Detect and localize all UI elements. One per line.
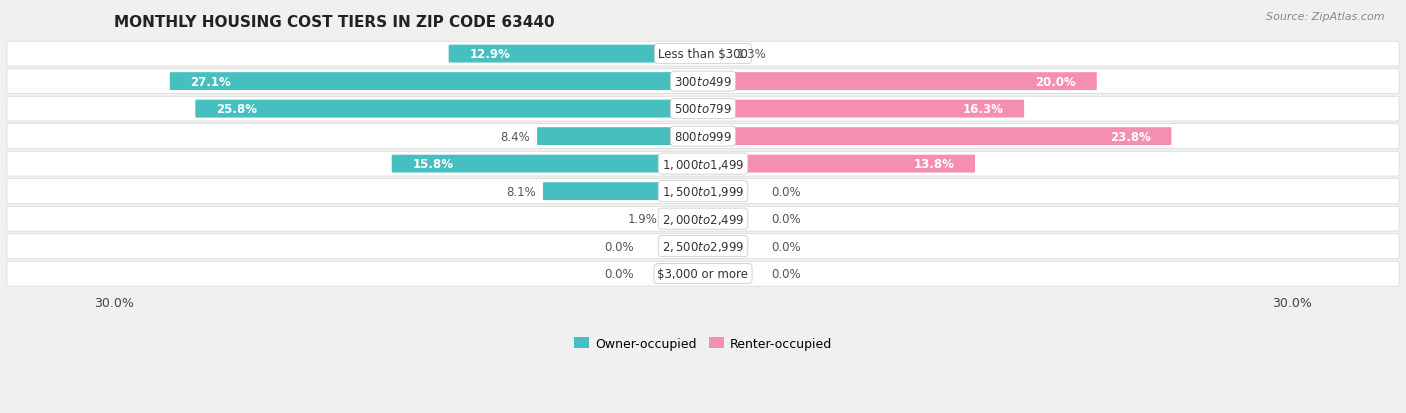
Text: $3,000 or more: $3,000 or more xyxy=(658,268,748,280)
Text: $500 to $799: $500 to $799 xyxy=(673,103,733,116)
Text: $300 to $499: $300 to $499 xyxy=(673,76,733,88)
FancyBboxPatch shape xyxy=(7,97,1399,122)
Text: MONTHLY HOUSING COST TIERS IN ZIP CODE 63440: MONTHLY HOUSING COST TIERS IN ZIP CODE 6… xyxy=(114,15,554,30)
FancyBboxPatch shape xyxy=(7,124,1399,149)
FancyBboxPatch shape xyxy=(543,183,704,201)
Text: 27.1%: 27.1% xyxy=(190,76,231,88)
FancyBboxPatch shape xyxy=(392,155,704,173)
Text: 0.0%: 0.0% xyxy=(605,268,634,280)
Text: $1,000 to $1,499: $1,000 to $1,499 xyxy=(662,157,744,171)
FancyBboxPatch shape xyxy=(7,234,1399,259)
Text: 15.8%: 15.8% xyxy=(412,158,453,171)
Text: 20.0%: 20.0% xyxy=(1035,76,1076,88)
Text: 12.9%: 12.9% xyxy=(470,48,510,61)
Text: Less than $300: Less than $300 xyxy=(658,48,748,61)
Text: Source: ZipAtlas.com: Source: ZipAtlas.com xyxy=(1267,12,1385,22)
Text: 8.1%: 8.1% xyxy=(506,185,536,198)
FancyBboxPatch shape xyxy=(7,207,1399,231)
FancyBboxPatch shape xyxy=(665,210,704,228)
Text: 8.4%: 8.4% xyxy=(501,131,530,143)
FancyBboxPatch shape xyxy=(7,179,1399,204)
FancyBboxPatch shape xyxy=(195,100,704,118)
FancyBboxPatch shape xyxy=(702,100,1024,118)
Text: 13.8%: 13.8% xyxy=(914,158,955,171)
FancyBboxPatch shape xyxy=(702,155,974,173)
Legend: Owner-occupied, Renter-occupied: Owner-occupied, Renter-occupied xyxy=(568,332,838,355)
Text: $800 to $999: $800 to $999 xyxy=(673,131,733,143)
Text: 16.3%: 16.3% xyxy=(963,103,1004,116)
Text: 1.3%: 1.3% xyxy=(737,48,766,61)
Text: 23.8%: 23.8% xyxy=(1109,131,1150,143)
FancyBboxPatch shape xyxy=(449,45,704,64)
FancyBboxPatch shape xyxy=(702,128,1171,146)
FancyBboxPatch shape xyxy=(702,45,730,64)
FancyBboxPatch shape xyxy=(7,42,1399,67)
Text: 0.0%: 0.0% xyxy=(772,240,801,253)
Text: $2,000 to $2,499: $2,000 to $2,499 xyxy=(662,212,744,226)
Text: 1.9%: 1.9% xyxy=(628,213,658,225)
Text: 0.0%: 0.0% xyxy=(772,213,801,225)
FancyBboxPatch shape xyxy=(170,73,704,91)
Text: 25.8%: 25.8% xyxy=(217,103,257,116)
FancyBboxPatch shape xyxy=(7,152,1399,177)
Text: 0.0%: 0.0% xyxy=(772,185,801,198)
FancyBboxPatch shape xyxy=(537,128,704,146)
Text: 0.0%: 0.0% xyxy=(605,240,634,253)
FancyBboxPatch shape xyxy=(702,73,1097,91)
Text: $2,500 to $2,999: $2,500 to $2,999 xyxy=(662,240,744,254)
Text: $1,500 to $1,999: $1,500 to $1,999 xyxy=(662,185,744,199)
Text: 0.0%: 0.0% xyxy=(772,268,801,280)
FancyBboxPatch shape xyxy=(7,69,1399,94)
FancyBboxPatch shape xyxy=(7,262,1399,286)
